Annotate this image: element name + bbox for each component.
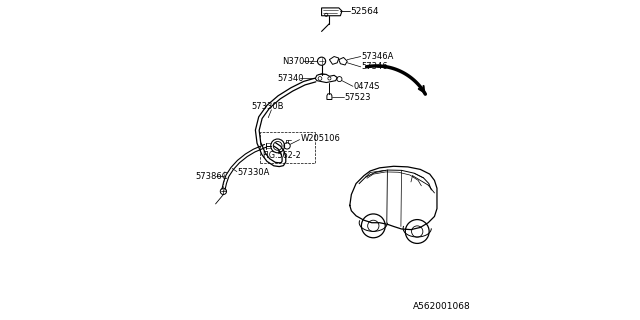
Text: W205106: W205106: [300, 134, 340, 143]
Text: 57523: 57523: [344, 93, 371, 102]
Text: A562001068: A562001068: [413, 301, 470, 310]
Bar: [260, 132, 316, 163]
Text: 52564: 52564: [351, 7, 379, 16]
Text: 57330B: 57330B: [251, 102, 284, 111]
Text: 57386C: 57386C: [195, 172, 228, 181]
Text: 0474S: 0474S: [353, 83, 380, 92]
Text: FIG.562-2: FIG.562-2: [262, 151, 301, 160]
Text: 57330A: 57330A: [237, 168, 269, 177]
Text: 57340: 57340: [278, 74, 304, 83]
Text: N37002: N37002: [282, 57, 316, 66]
Text: 57346: 57346: [362, 62, 388, 71]
Text: 57346A: 57346A: [362, 52, 394, 61]
